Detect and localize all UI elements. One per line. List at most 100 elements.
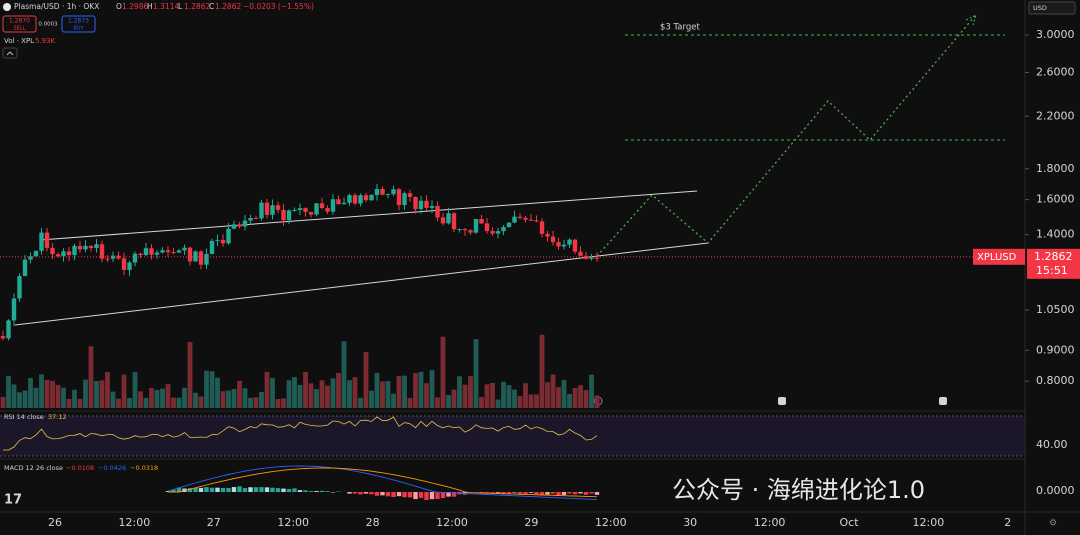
price-tick-label: 1.8000 bbox=[1036, 162, 1075, 175]
collapse-button[interactable] bbox=[2, 47, 18, 59]
candle-body bbox=[528, 219, 534, 221]
macd-level: 0.0000 bbox=[1036, 484, 1075, 497]
event-icon[interactable] bbox=[939, 397, 947, 405]
candle-body bbox=[44, 232, 50, 248]
settings-icon[interactable]: ⚙ bbox=[1049, 519, 1057, 529]
candle-body bbox=[319, 203, 325, 209]
candle-body bbox=[594, 257, 600, 259]
volume-bar bbox=[319, 380, 325, 408]
macd-hist-bar bbox=[451, 492, 457, 497]
candle-body bbox=[589, 257, 594, 259]
candle-body bbox=[490, 231, 495, 234]
sell-button[interactable] bbox=[2, 15, 37, 33]
volume-bar bbox=[506, 385, 512, 408]
candle-body bbox=[154, 252, 160, 255]
volume-bar bbox=[17, 392, 22, 408]
volume-bar bbox=[424, 383, 429, 408]
macd-hist-bar bbox=[391, 492, 396, 498]
macd-hist-bar bbox=[567, 492, 572, 494]
candle-body bbox=[418, 200, 424, 210]
candle-body bbox=[22, 259, 28, 277]
candle-body bbox=[270, 205, 275, 215]
volume-bar bbox=[83, 379, 88, 408]
ohlc-key: H bbox=[147, 2, 153, 11]
volume-bar bbox=[237, 380, 242, 408]
macd-hist-bar bbox=[396, 492, 402, 497]
candle-body bbox=[462, 229, 468, 231]
candle-body bbox=[358, 195, 363, 204]
macd-hist-bar bbox=[578, 492, 583, 494]
macd-hist-bar bbox=[413, 492, 418, 500]
macd-hist-bar bbox=[171, 489, 176, 492]
candle-body bbox=[88, 245, 94, 248]
macd-hist-bar bbox=[270, 487, 275, 492]
candle-body bbox=[583, 255, 589, 259]
volume-bar bbox=[88, 346, 94, 408]
macd-hist-bar bbox=[484, 492, 490, 494]
volume-bar bbox=[242, 388, 248, 408]
macd-hist-bar bbox=[286, 489, 292, 492]
volume-bar bbox=[490, 382, 495, 408]
volume-bar bbox=[204, 370, 209, 408]
macd-hist-bar bbox=[352, 492, 358, 494]
currency-select[interactable] bbox=[1028, 1, 1076, 15]
event-icon[interactable] bbox=[778, 397, 786, 405]
candle-body bbox=[50, 247, 55, 255]
ohlc-key: C bbox=[209, 2, 214, 11]
volume-bar bbox=[116, 398, 121, 408]
candle-body bbox=[550, 236, 556, 243]
volume-bar bbox=[473, 339, 479, 408]
volume-bar bbox=[484, 384, 490, 408]
volume-bar bbox=[429, 370, 435, 408]
volume-bar bbox=[187, 342, 193, 408]
volume-bar bbox=[457, 376, 462, 408]
volume-bar bbox=[176, 397, 182, 408]
volume-bar bbox=[39, 374, 44, 408]
macd-hist-bar bbox=[594, 492, 600, 495]
macd-hist-bar bbox=[330, 492, 336, 493]
volume-bar bbox=[110, 391, 116, 408]
candle-body bbox=[556, 242, 561, 247]
macd-hist-bar bbox=[534, 492, 539, 495]
candle-body bbox=[396, 189, 402, 206]
buy-button[interactable] bbox=[61, 15, 96, 33]
spread: 0.0003 bbox=[38, 22, 58, 28]
candle-body bbox=[473, 219, 479, 233]
candle-body bbox=[413, 196, 418, 210]
candle-body bbox=[292, 210, 297, 212]
candle-body bbox=[264, 202, 270, 215]
volume-bar bbox=[539, 334, 545, 408]
volume-bar bbox=[462, 384, 468, 408]
volume-bar bbox=[127, 398, 132, 408]
macd-line: −0.0426 bbox=[98, 464, 126, 472]
collapse-icon bbox=[6, 51, 14, 56]
price-tick-label: 2.2000 bbox=[1036, 109, 1075, 122]
candle-body bbox=[545, 233, 550, 237]
time-tick-label: 12:00 bbox=[595, 516, 627, 529]
macd-hist-bar bbox=[363, 492, 369, 494]
macd-hist-bar bbox=[374, 492, 380, 496]
macd-hist-bar bbox=[231, 487, 237, 492]
volume-bar bbox=[594, 395, 600, 408]
candle-body bbox=[446, 213, 451, 224]
candle-body bbox=[347, 195, 352, 203]
macd-hist-bar bbox=[512, 492, 517, 493]
volume-bar bbox=[341, 341, 347, 408]
volume-bar bbox=[578, 385, 583, 408]
macd-hist-bar bbox=[325, 491, 330, 492]
buy-label: BUY bbox=[73, 26, 84, 32]
candle-body bbox=[237, 224, 242, 227]
volume-bar bbox=[385, 381, 391, 408]
countdown: 15:51 bbox=[1036, 264, 1068, 277]
candle-body bbox=[567, 239, 572, 245]
macd-hist-bar bbox=[583, 492, 589, 495]
price-tick-label: 1.4000 bbox=[1036, 228, 1075, 241]
candle-body bbox=[198, 251, 204, 265]
volume-bar bbox=[231, 389, 237, 408]
macd-signal: −0.0318 bbox=[130, 464, 158, 472]
macd-hist-bar bbox=[490, 492, 495, 493]
macd-hist-bar bbox=[204, 487, 209, 492]
candle-body bbox=[127, 262, 132, 270]
candle-body bbox=[369, 194, 374, 201]
